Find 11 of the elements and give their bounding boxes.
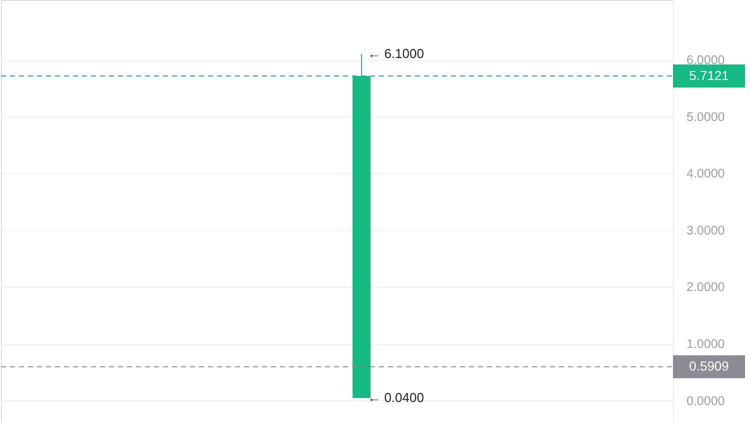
y-tick-label: 6.0000: [686, 53, 725, 68]
y-tick-label: 1.0000: [686, 337, 725, 352]
ref-line-label: 0.5909: [689, 358, 729, 374]
y-tick-label: 2.0000: [686, 280, 725, 294]
annotation: ← 0.0400: [368, 390, 424, 406]
annotation: ← 6.1000: [368, 46, 424, 61]
ref-line-label: 5.7121: [689, 68, 729, 83]
y-tick-label: 4.0000: [686, 166, 725, 181]
y-tick-label: 0.0000: [686, 394, 725, 408]
y-tick-label: 3.0000: [686, 223, 725, 238]
y-tick-label: 5.0000: [686, 110, 725, 124]
